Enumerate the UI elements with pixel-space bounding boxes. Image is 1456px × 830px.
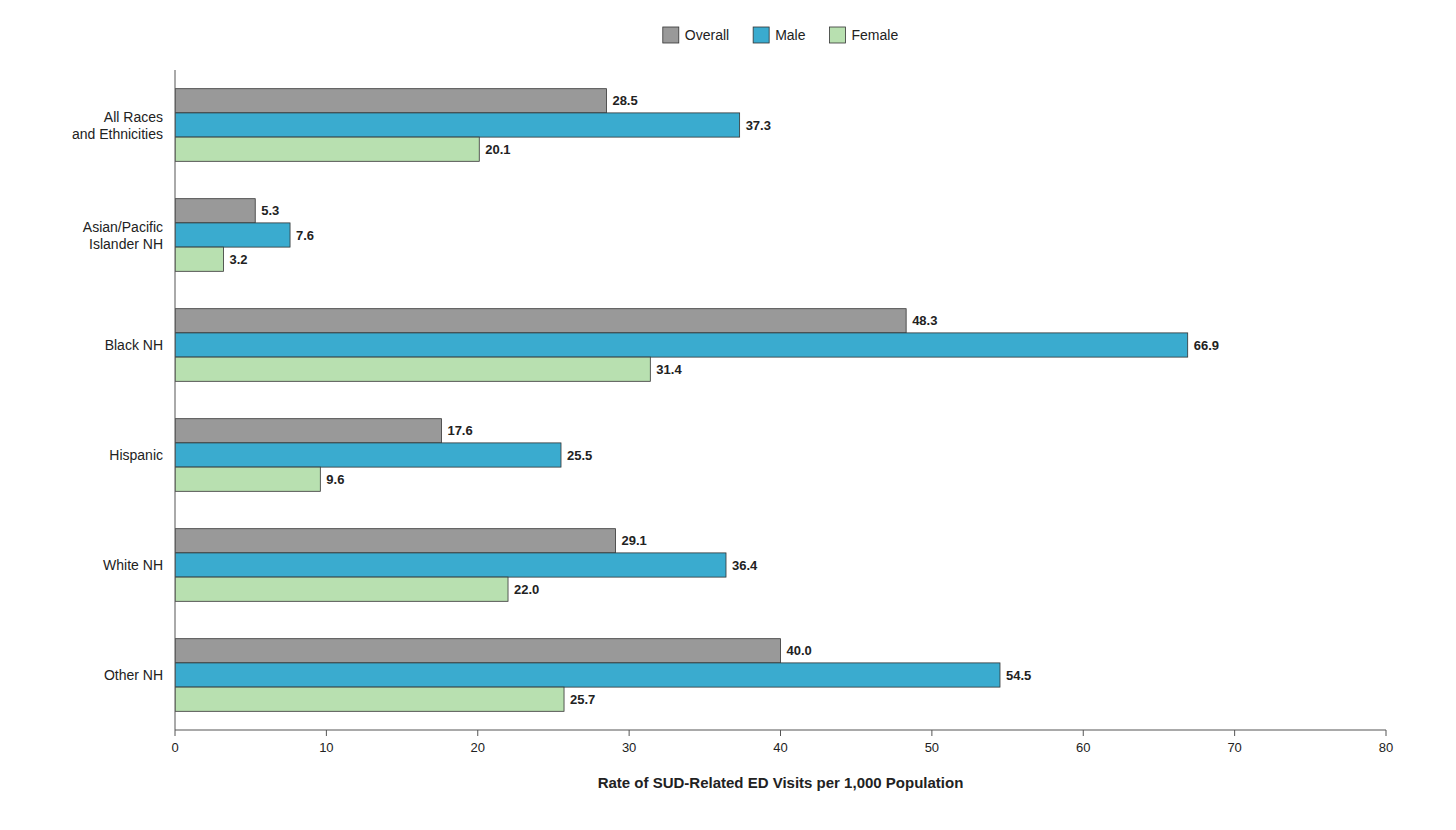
category-label: White NH — [103, 557, 163, 573]
data-label: 31.4 — [656, 362, 682, 377]
x-tick-label: 30 — [622, 740, 636, 755]
data-label: 3.2 — [229, 252, 247, 267]
x-tick — [1083, 730, 1084, 736]
x-tick — [175, 730, 176, 736]
x-tick-label: 50 — [925, 740, 939, 755]
x-tick — [1234, 730, 1235, 736]
x-tick — [326, 730, 327, 736]
bar — [175, 113, 740, 137]
data-label: 20.1 — [485, 142, 510, 157]
bar — [175, 309, 906, 333]
bar — [175, 687, 564, 711]
legend-swatch — [753, 27, 769, 43]
data-labels: 28.5 5.3 48.3 17.6 29.1 40.0 37.3 7.6 66.9 25.5 36… — [229, 93, 1219, 706]
data-label: 25.7 — [570, 692, 595, 707]
bar — [175, 443, 561, 467]
x-tick — [1386, 730, 1387, 736]
x-tick — [931, 730, 932, 736]
bar — [175, 223, 290, 247]
axes: 0 10 20 30 40 50 60 70 80 All Racesand Ethnicitie… — [72, 70, 1393, 755]
category-label: All Racesand Ethnicities — [72, 109, 163, 142]
bar — [175, 467, 320, 491]
chart: 28.5 5.3 48.3 17.6 29.1 40.0 37.3 7.6 66.9 25.5 36… — [0, 0, 1456, 830]
x-tick-label: 10 — [319, 740, 333, 755]
legend-swatch — [663, 27, 679, 43]
data-label: 40.0 — [787, 643, 812, 658]
bar — [175, 553, 726, 577]
legend-label: Female — [852, 27, 899, 43]
bar — [175, 529, 616, 553]
category-label: Hispanic — [109, 447, 163, 463]
bars — [175, 89, 1188, 712]
data-label: 29.1 — [622, 533, 647, 548]
data-label: 5.3 — [261, 203, 279, 218]
x-tick — [629, 730, 630, 736]
data-label: 36.4 — [732, 558, 758, 573]
bar — [175, 577, 508, 601]
bar — [175, 137, 479, 161]
category-label: Asian/PacificIslander NH — [83, 219, 163, 252]
data-label: 7.6 — [296, 228, 314, 243]
bar — [175, 357, 650, 381]
category-label: Black NH — [105, 337, 163, 353]
bar — [175, 333, 1188, 357]
x-tick-label: 80 — [1379, 740, 1393, 755]
x-tick — [477, 730, 478, 736]
legend-swatch — [830, 27, 846, 43]
data-label: 48.3 — [912, 313, 937, 328]
bar — [175, 639, 781, 663]
x-tick — [780, 730, 781, 736]
legend-label: Male — [775, 27, 806, 43]
data-label: 54.5 — [1006, 668, 1031, 683]
data-label: 66.9 — [1194, 338, 1219, 353]
data-label: 37.3 — [746, 118, 771, 133]
data-label: 28.5 — [612, 93, 637, 108]
data-label: 22.0 — [514, 582, 539, 597]
data-label: 25.5 — [567, 448, 592, 463]
bar — [175, 247, 223, 271]
legend-label: Overall — [685, 27, 729, 43]
legend: Overall Male Female — [663, 27, 899, 43]
x-tick-label: 60 — [1076, 740, 1090, 755]
x-tick-label: 20 — [471, 740, 485, 755]
bar — [175, 419, 441, 443]
category-label: Other NH — [104, 667, 163, 683]
bar — [175, 199, 255, 223]
legend-item: Female — [830, 27, 899, 43]
x-tick-label: 0 — [171, 740, 178, 755]
y-axis-line — [175, 70, 176, 730]
bar — [175, 663, 1000, 687]
legend-item: Overall — [663, 27, 729, 43]
legend-item: Male — [753, 27, 806, 43]
data-label: 17.6 — [447, 423, 472, 438]
bar — [175, 89, 606, 113]
x-axis-label: Rate of SUD-Related ED Visits per 1,000 … — [598, 774, 964, 791]
x-tick-label: 70 — [1227, 740, 1241, 755]
data-label: 9.6 — [326, 472, 344, 487]
x-tick-label: 40 — [773, 740, 787, 755]
